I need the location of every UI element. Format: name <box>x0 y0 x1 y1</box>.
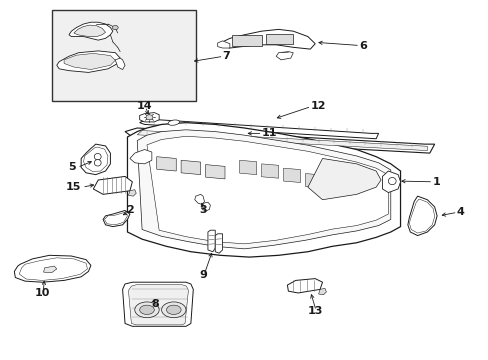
Text: 5: 5 <box>68 162 76 172</box>
Polygon shape <box>194 194 204 204</box>
Polygon shape <box>408 199 434 233</box>
Polygon shape <box>43 266 57 273</box>
Polygon shape <box>181 160 200 175</box>
Polygon shape <box>222 30 315 49</box>
Polygon shape <box>128 190 136 196</box>
Ellipse shape <box>166 305 181 315</box>
Polygon shape <box>305 174 322 188</box>
Polygon shape <box>382 171 400 193</box>
Polygon shape <box>207 230 215 252</box>
Ellipse shape <box>161 302 185 318</box>
Text: 14: 14 <box>137 102 152 112</box>
Polygon shape <box>93 176 132 194</box>
Polygon shape <box>215 234 222 253</box>
Bar <box>232 35 261 45</box>
Polygon shape <box>127 123 400 257</box>
Ellipse shape <box>112 26 118 30</box>
Polygon shape <box>201 202 210 211</box>
Text: 6: 6 <box>358 41 366 50</box>
Text: 10: 10 <box>34 288 50 298</box>
Polygon shape <box>147 136 387 244</box>
Text: 15: 15 <box>66 182 81 192</box>
Polygon shape <box>14 255 91 282</box>
Polygon shape <box>307 158 380 200</box>
Polygon shape <box>19 258 87 280</box>
Text: 4: 4 <box>456 207 464 217</box>
Polygon shape <box>157 157 176 171</box>
Polygon shape <box>64 53 115 69</box>
Text: 7: 7 <box>222 51 230 61</box>
Polygon shape <box>69 22 113 40</box>
Polygon shape <box>239 160 256 175</box>
Polygon shape <box>130 149 152 164</box>
Bar <box>52 10 195 101</box>
Polygon shape <box>287 279 322 293</box>
Bar <box>266 35 293 44</box>
Polygon shape <box>83 147 108 171</box>
Polygon shape <box>276 51 293 60</box>
Polygon shape <box>104 212 127 225</box>
Polygon shape <box>115 58 125 69</box>
Polygon shape <box>283 168 300 183</box>
Text: 8: 8 <box>152 299 159 309</box>
Text: 12: 12 <box>310 102 325 112</box>
Polygon shape <box>261 164 278 178</box>
Text: 3: 3 <box>199 206 206 216</box>
Text: 11: 11 <box>261 129 277 138</box>
Polygon shape <box>125 128 434 153</box>
Polygon shape <box>137 130 390 249</box>
Ellipse shape <box>146 115 153 120</box>
Ellipse shape <box>168 120 179 125</box>
Polygon shape <box>103 211 130 226</box>
Ellipse shape <box>94 153 101 160</box>
Ellipse shape <box>140 305 154 315</box>
Text: 13: 13 <box>307 306 322 316</box>
Ellipse shape <box>387 177 395 185</box>
Polygon shape <box>140 113 159 122</box>
Polygon shape <box>217 41 229 48</box>
Polygon shape <box>57 51 120 72</box>
Text: 2: 2 <box>126 206 134 216</box>
Polygon shape <box>137 131 427 150</box>
Text: 9: 9 <box>199 270 206 280</box>
Polygon shape <box>205 165 224 179</box>
Ellipse shape <box>135 302 159 318</box>
Polygon shape <box>81 144 110 175</box>
Ellipse shape <box>94 159 101 166</box>
Polygon shape <box>407 196 436 235</box>
Text: 1: 1 <box>431 177 439 187</box>
Polygon shape <box>318 288 326 295</box>
Polygon shape <box>128 285 188 325</box>
Polygon shape <box>122 282 193 326</box>
Polygon shape <box>74 25 105 37</box>
Polygon shape <box>140 119 378 139</box>
